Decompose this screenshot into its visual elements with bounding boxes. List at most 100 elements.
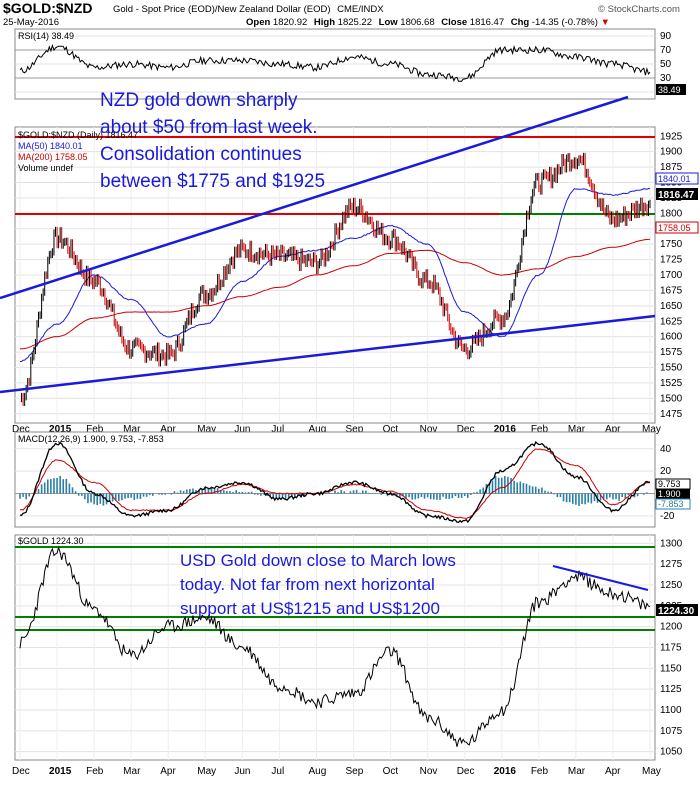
main-y-tick-label: 1550	[660, 363, 683, 374]
macd-histogram-bar	[226, 491, 228, 494]
macd-histogram-bar	[569, 493, 571, 502]
macd-histogram-bar	[257, 493, 259, 494]
macd-histogram-bar	[365, 491, 367, 494]
main-panel: $GOLD:$NZD (Daily) 1816.47 MA(50) 1840.0…	[0, 90, 698, 423]
macd-histogram-bar	[146, 493, 148, 496]
macd-histogram-bar	[591, 493, 593, 503]
x-tick-label: May	[642, 766, 661, 777]
usd-value-tag: 1224.30	[658, 606, 695, 617]
main-legend-ma200: MA(200) 1758.05	[18, 152, 88, 162]
macd-histogram-bar	[127, 493, 129, 498]
macd-histogram-bar	[436, 493, 438, 499]
x-tick-label: 2015	[49, 766, 72, 777]
usd-y-tick-label: 1075	[660, 726, 683, 737]
macd-histogram-bar	[408, 493, 410, 497]
rsi-y-tick-label: 70	[660, 45, 672, 56]
macd-histogram-bar	[353, 490, 355, 493]
macd-histogram-bar	[328, 492, 330, 493]
header-exchange: CME/INDX	[337, 4, 384, 15]
macd-histogram-bar	[62, 479, 64, 493]
macd-histogram-bar	[41, 484, 43, 493]
macd-histogram-bar	[22, 493, 24, 496]
macd-histogram-bar	[343, 491, 345, 493]
usd-y-tick-label: 1150	[660, 663, 682, 674]
x-tick-label: 2016	[494, 766, 517, 777]
main-y-tick-label: 1900	[660, 147, 683, 158]
usd-label: $GOLD 1224.30	[18, 536, 84, 546]
macd-histogram-bar	[56, 478, 58, 494]
macd-histogram-bar	[59, 476, 61, 494]
macd-tag-2: 1.900	[658, 489, 681, 499]
macd-histogram-bar	[171, 493, 173, 494]
header-symbol: $GOLD:$NZD	[3, 0, 92, 16]
macd-y-tick-label: -20	[660, 511, 675, 522]
macd-histogram-bar	[72, 487, 74, 493]
macd-histogram-bar	[368, 493, 370, 494]
main-y-tick-label: 1750	[660, 239, 683, 250]
rsi-label: RSI(14) 38.49	[18, 31, 74, 41]
macd-histogram-bar	[133, 493, 135, 499]
macd-histogram-bar	[121, 493, 123, 500]
macd-histogram-bar	[245, 492, 247, 493]
nzd-annotation-line-4: between $1775 and $1925	[100, 171, 325, 192]
macd-histogram-bar	[118, 493, 120, 501]
main-y-tick-label: 1575	[660, 347, 683, 358]
macd-histogram-bar	[646, 492, 648, 493]
x-tick-label: Jun	[234, 766, 250, 777]
macd-histogram-bar	[174, 491, 176, 493]
macd-histogram-bar	[526, 484, 528, 494]
usd-y-tick-label: 1300	[660, 538, 683, 549]
x-tick-label: Feb	[86, 766, 104, 777]
macd-histogram-bar	[152, 493, 154, 495]
macd-histogram-bar	[427, 493, 429, 497]
macd-histogram-bar	[584, 493, 586, 504]
x-tick-label: Aug	[308, 766, 326, 777]
macd-label: MACD(12,26,9) 1.900, 9.753, -7.853	[18, 434, 164, 444]
macd-histogram-bar	[143, 493, 145, 496]
macd-histogram-bar	[235, 490, 237, 493]
macd-histogram-bar	[130, 493, 132, 497]
x-tick-label: May	[197, 766, 216, 777]
watermark: © StockCharts.com	[598, 4, 680, 15]
macd-histogram-bar	[612, 493, 614, 499]
main-y-tick-label: 1650	[660, 301, 683, 312]
macd-histogram-bar	[439, 493, 441, 499]
main-legend-ma50: MA(50) 1840.01	[18, 141, 83, 151]
macd-y-tick-label: 40	[660, 444, 672, 455]
macd-histogram-bar	[470, 493, 472, 495]
macd-histogram-bar	[325, 493, 327, 494]
usd-y-tick-label: 1275	[660, 559, 683, 570]
macd-histogram-bar	[442, 493, 444, 496]
header-date: 25-May-2016	[3, 17, 59, 28]
usd-annotation-line-3: support at US$1215 and US$1200	[180, 599, 440, 618]
macd-histogram-bar	[643, 493, 645, 494]
macd-histogram-bar	[581, 493, 583, 504]
x-tick-label: Mar	[568, 766, 586, 777]
rsi-value-tag: 38.49	[658, 85, 681, 95]
macd-histogram-bar	[158, 493, 160, 494]
macd-histogram-bar	[455, 493, 457, 496]
close-value-tag: 1816.47	[658, 190, 695, 201]
macd-tag-1: 9.753	[658, 479, 681, 489]
macd-histogram-bar	[180, 490, 182, 493]
macd-histogram-bar	[618, 493, 620, 500]
main-y-tick-label: 1875	[660, 162, 683, 173]
main-y-tick-label: 1600	[660, 332, 683, 343]
x-tick-label: Feb	[531, 766, 549, 777]
x-tick-label: Nov	[420, 766, 438, 777]
header-ohlc: Open 1820.92 High 1825.22 Low 1806.68 Cl…	[246, 17, 610, 28]
macd-histogram-bar	[448, 493, 450, 498]
macd-histogram-bar	[137, 493, 139, 498]
macd-histogram-bar	[606, 493, 608, 499]
macd-histogram-bar	[69, 484, 71, 494]
rsi-panel: RSI(14) 38.49 9070503010 38.49	[15, 29, 686, 99]
macd-histogram-bar	[550, 492, 552, 494]
macd-histogram-bar	[541, 487, 543, 493]
macd-histogram-bar	[50, 479, 52, 493]
macd-histogram-bar	[461, 493, 463, 497]
macd-histogram-bar	[177, 493, 179, 494]
usd-annotation-line-2: today. Not far from next horizontal	[180, 575, 435, 594]
macd-histogram-bar	[242, 492, 244, 494]
macd-histogram-bar	[223, 490, 225, 493]
